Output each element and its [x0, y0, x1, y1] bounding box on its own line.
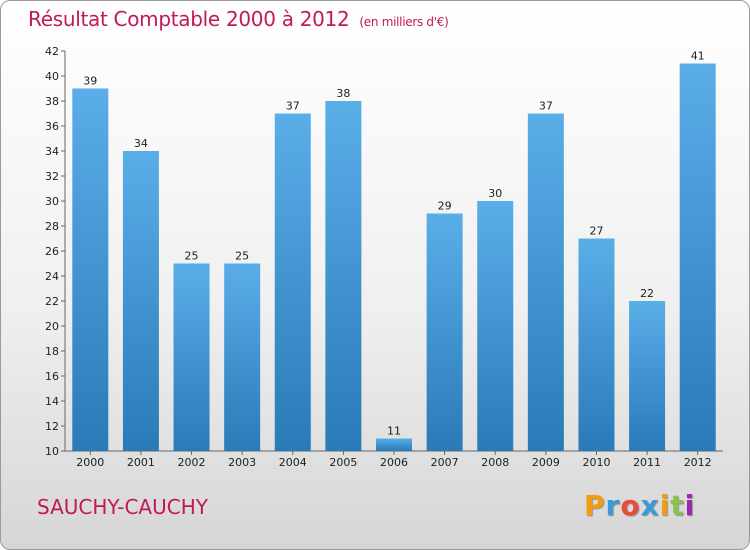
bar-value-label: 37 [286, 100, 300, 113]
chart-title: Résultat Comptable 2000 à 2012 (en millie… [28, 7, 449, 31]
y-tick-label: 32 [45, 170, 59, 183]
bar-2006[interactable] [376, 438, 412, 452]
chart-title-text: Résultat Comptable 2000 à 2012 [28, 7, 350, 31]
bar-2012[interactable] [679, 63, 716, 452]
logo-letter: t [670, 489, 685, 522]
bar-2004[interactable] [274, 113, 311, 452]
x-tick-label: 2011 [633, 456, 661, 469]
bar-2010[interactable] [578, 238, 615, 452]
chart-subtitle: (en milliers d'€) [359, 15, 449, 29]
y-tick-label: 12 [45, 420, 59, 433]
y-tick-label: 20 [45, 320, 59, 333]
bar-value-label: 11 [387, 425, 401, 438]
y-tick-label: 30 [45, 195, 59, 208]
logo-letter: i [659, 489, 671, 522]
x-tick-label: 2008 [481, 456, 509, 469]
y-tick-label: 36 [45, 120, 59, 133]
x-tick-label: 2009 [532, 456, 560, 469]
y-tick-label: 18 [45, 345, 59, 358]
logo-letter: i [684, 489, 696, 522]
bar-2001[interactable] [122, 151, 159, 451]
bar-value-label: 38 [336, 87, 350, 100]
logo-letter: P [584, 489, 606, 522]
y-tick-label: 34 [45, 145, 59, 158]
y-tick-label: 16 [45, 370, 59, 383]
bar-value-label: 29 [438, 200, 452, 213]
bar-value-label: 25 [185, 250, 199, 263]
x-tick-label: 2010 [582, 456, 610, 469]
y-tick-label: 42 [45, 45, 59, 58]
x-tick-label: 2004 [279, 456, 307, 469]
y-tick-label: 26 [45, 245, 59, 258]
bar-value-label: 34 [134, 137, 148, 150]
logo-letter: r [605, 489, 621, 522]
x-tick-label: 2006 [380, 456, 408, 469]
bar-value-label: 37 [539, 100, 553, 113]
x-tick-label: 2002 [178, 456, 206, 469]
x-tick-label: 2007 [431, 456, 459, 469]
x-tick-label: 2003 [228, 456, 256, 469]
bar-2000[interactable] [72, 88, 109, 452]
y-tick-label: 28 [45, 220, 59, 233]
y-tick-label: 24 [45, 270, 59, 283]
x-tick-label: 2005 [329, 456, 357, 469]
x-tick-label: 2000 [76, 456, 104, 469]
bar-value-label: 30 [488, 187, 502, 200]
labels: 2000 39 2001 34 2002 25 2003 25 2004 37 2005 38 2006… [76, 50, 711, 470]
bar-2003[interactable] [224, 263, 261, 452]
y-tick-label: 38 [45, 95, 59, 108]
bar-value-label: 25 [235, 250, 249, 263]
bar-value-label: 27 [589, 225, 603, 238]
bar-2002[interactable] [173, 263, 210, 452]
proxiti-logo[interactable]: Proxiti [584, 489, 695, 522]
x-tick-label: 2001 [127, 456, 155, 469]
bar-2007[interactable] [426, 213, 463, 452]
bar-2005[interactable] [325, 101, 362, 451]
y-tick-label: 40 [45, 70, 59, 83]
y-tick-label: 14 [45, 395, 59, 408]
bar-value-label: 41 [691, 50, 705, 63]
bar-value-label: 22 [640, 287, 654, 300]
y-tick-label: 10 [45, 445, 59, 458]
logo-letter: o [620, 489, 641, 522]
bar-2009[interactable] [527, 113, 564, 452]
x-tick-label: 2012 [684, 456, 712, 469]
place-name: SAUCHY-CAUCHY [37, 495, 208, 519]
bars [72, 63, 716, 452]
bar-value-label: 39 [83, 75, 97, 88]
bar-2008[interactable] [477, 201, 514, 451]
bar-2011[interactable] [629, 301, 666, 451]
axes: 10 12 14 16 18 20 22 24 26 28 30 32 34 36 38 40 42 [45, 45, 723, 458]
y-tick-label: 22 [45, 295, 59, 308]
logo-letter: x [640, 489, 660, 522]
